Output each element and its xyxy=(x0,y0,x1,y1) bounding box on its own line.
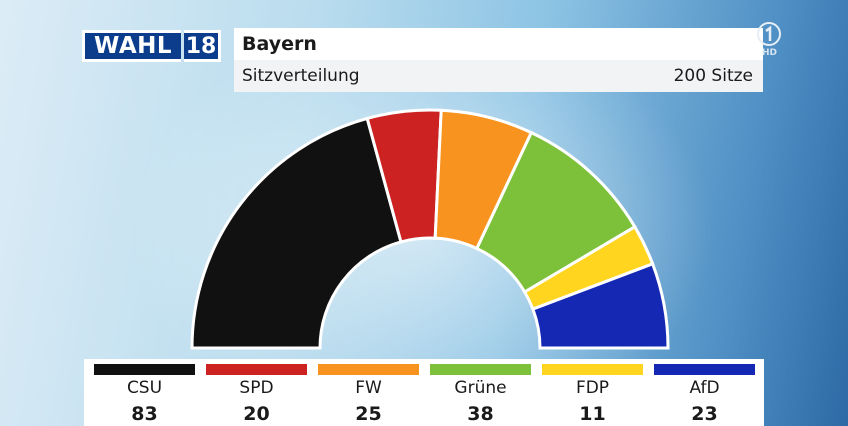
legend-item-csu: CSU 83 xyxy=(94,359,195,426)
legend-swatch xyxy=(430,364,531,375)
legend-item-grüne: Grüne 38 xyxy=(430,359,531,426)
legend-seat-count: 38 xyxy=(467,403,494,425)
legend-party-name: Grüne xyxy=(454,378,507,398)
subtitle-text: Sitzverteilung xyxy=(242,66,360,86)
legend-seat-count: 25 xyxy=(355,403,382,425)
hd-badge: HD xyxy=(762,48,778,58)
legend-swatch xyxy=(318,364,419,375)
wahl-brand-logo: WAHL 18 xyxy=(82,30,222,62)
legend-party-name: CSU xyxy=(126,378,163,398)
legend-item-afd: AfD 23 xyxy=(654,359,755,426)
legend-swatch xyxy=(206,364,307,375)
legend-seat-count: 20 xyxy=(243,403,270,425)
legend-swatch xyxy=(542,364,643,375)
chart-slices xyxy=(190,108,670,350)
legend-party-name: AfD xyxy=(689,378,720,398)
brand-year: 18 xyxy=(184,30,222,62)
legend-item-fdp: FDP 11 xyxy=(542,359,643,426)
legend-party-name: FW xyxy=(355,378,382,398)
slice-afd xyxy=(530,261,670,350)
legend-item-fw: FW 25 xyxy=(318,359,419,426)
legend-party-name: FDP xyxy=(575,378,610,398)
legend-swatch xyxy=(654,364,755,375)
brand-word: WAHL xyxy=(82,30,182,62)
channel-one-logo-icon xyxy=(757,22,781,46)
legend-party-name: SPD xyxy=(239,378,274,398)
legend-seat-count: 83 xyxy=(131,403,158,425)
chart-legend: CSU 83 SPD 20 FW 25 Grüne 38 FDP 11 AfD 23 xyxy=(84,359,764,426)
legend-swatch xyxy=(94,364,195,375)
subtitle-bar: Sitzverteilung 200 Sitze xyxy=(234,60,763,92)
legend-seat-count: 11 xyxy=(579,403,606,425)
total-seats-label: 200 Sitze xyxy=(673,66,753,86)
title-text: Bayern xyxy=(242,33,317,55)
page-title: Bayern xyxy=(234,28,763,60)
slice-csu xyxy=(190,116,403,350)
legend-seat-count: 23 xyxy=(691,403,718,425)
legend-item-spd: SPD 20 xyxy=(206,359,307,426)
